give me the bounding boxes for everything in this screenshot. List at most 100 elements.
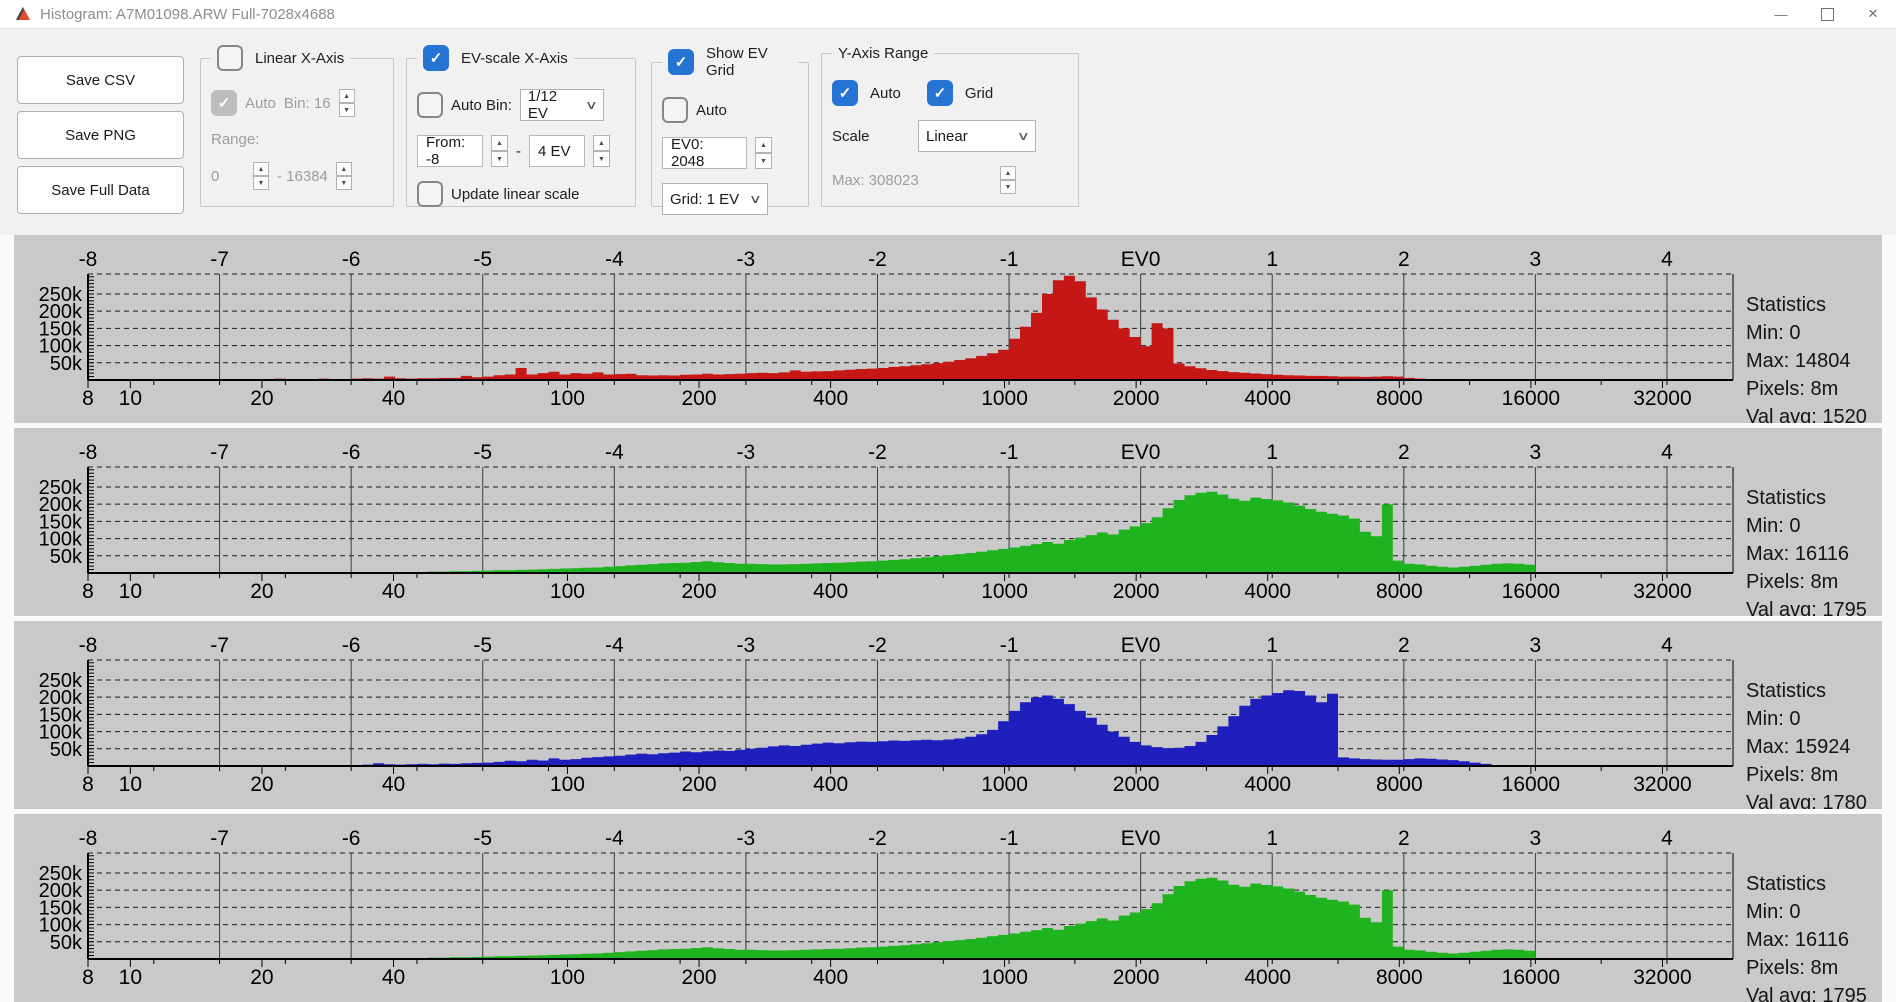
- svg-text:-5: -5: [473, 634, 492, 657]
- stats-val-avg: Val avg: 1795: [1746, 599, 1867, 616]
- svg-text:32000: 32000: [1633, 387, 1691, 410]
- svg-text:16000: 16000: [1502, 773, 1560, 796]
- save-csv-button[interactable]: Save CSV: [17, 56, 184, 104]
- linear-auto-checkbox[interactable]: ✓: [211, 90, 237, 116]
- svg-text:-2: -2: [868, 441, 887, 464]
- svg-text:20: 20: [250, 773, 273, 796]
- svg-text:100: 100: [550, 773, 585, 796]
- svg-text:250k: 250k: [39, 284, 83, 306]
- statistics-block: Statistics Min: 0 Max: 14804 Pixels: 8m …: [1746, 291, 1867, 423]
- spin-down-icon[interactable]: ▼: [338, 103, 355, 117]
- y-auto-checkbox[interactable]: ✓: [832, 80, 858, 106]
- scale-select[interactable]: Linear ∨: [918, 120, 1036, 152]
- spin-up-icon[interactable]: ▲: [335, 162, 352, 176]
- ev-scale-checkbox[interactable]: ✓: [423, 45, 449, 71]
- stats-pixels: Pixels: 8m: [1746, 571, 1839, 593]
- maximize-button[interactable]: [1804, 0, 1850, 28]
- bin-size-value: 1/12 EV: [527, 88, 558, 122]
- spin-up-icon[interactable]: ▲: [755, 137, 772, 153]
- spin-down-icon[interactable]: ▼: [593, 151, 610, 167]
- histogram-panel-blue: 250k 200k 150k 100k 50k -8 -7 -6 -5 -4 -3 -2 -1 EV0 1 2…: [14, 621, 1882, 809]
- ev-to-spinner: ▲ ▼: [593, 135, 610, 167]
- svg-text:8: 8: [82, 580, 94, 603]
- bin-size-select[interactable]: 1/12 EV ∨: [519, 88, 604, 122]
- y-grid-checkbox[interactable]: ✓: [926, 80, 953, 106]
- update-linear-scale-checkbox[interactable]: [417, 181, 443, 207]
- spin-up-icon[interactable]: ▲: [491, 135, 508, 151]
- y-max-value[interactable]: Max: 308023: [832, 171, 919, 189]
- statistics-block: Statistics Min: 0 Max: 16116 Pixels: 8m …: [1746, 484, 1867, 616]
- save-full-data-button[interactable]: Save Full Data: [17, 166, 184, 214]
- svg-text:100: 100: [550, 580, 585, 603]
- svg-text:50k: 50k: [50, 739, 83, 761]
- svg-text:32000: 32000: [1633, 580, 1691, 603]
- stats-title: Statistics: [1746, 294, 1827, 316]
- linear-x-axis-title: Linear X-Axis: [255, 49, 345, 67]
- spin-down-icon[interactable]: ▼: [755, 153, 772, 169]
- svg-text:-6: -6: [342, 827, 361, 850]
- toolbar: Save CSV Save PNG Save Full Data Linear …: [0, 29, 1896, 235]
- ev-from-field[interactable]: From: -8: [417, 134, 483, 168]
- scale-label: Scale: [832, 127, 870, 145]
- save-png-button[interactable]: Save PNG: [17, 111, 184, 159]
- show-ev-grid-checkbox[interactable]: ✓: [668, 49, 694, 75]
- svg-text:-4: -4: [605, 248, 624, 271]
- range-from-value[interactable]: 0: [211, 167, 220, 185]
- spin-up-icon[interactable]: ▲: [338, 89, 355, 103]
- svg-text:40: 40: [382, 966, 405, 989]
- svg-text:8: 8: [82, 387, 94, 410]
- range-to-value[interactable]: - 16384: [277, 167, 328, 185]
- grid-step-select[interactable]: Grid: 1 EV ∨: [662, 183, 768, 215]
- svg-text:-4: -4: [605, 634, 624, 657]
- close-button[interactable]: ✕: [1867, 6, 1879, 21]
- stats-min: Min: 0: [1746, 901, 1801, 923]
- svg-text:50k: 50k: [50, 932, 83, 954]
- spin-up-icon[interactable]: ▲: [593, 135, 610, 151]
- linear-x-axis-checkbox[interactable]: [217, 45, 243, 71]
- app-logo-icon: [16, 7, 30, 20]
- svg-text:3: 3: [1530, 634, 1542, 657]
- svg-text:40: 40: [382, 773, 405, 796]
- svg-text:1000: 1000: [981, 580, 1028, 603]
- svg-text:-7: -7: [210, 441, 229, 464]
- svg-text:8: 8: [82, 966, 94, 989]
- svg-text:-8: -8: [79, 248, 98, 271]
- minimize-button[interactable]: —: [1774, 6, 1788, 22]
- chevron-down-icon: ∨: [749, 192, 763, 206]
- ev-to-field[interactable]: 4 EV: [529, 135, 585, 167]
- svg-text:100k: 100k: [39, 529, 83, 551]
- stats-min: Min: 0: [1746, 708, 1801, 730]
- svg-text:20: 20: [250, 387, 273, 410]
- svg-text:-8: -8: [79, 634, 98, 657]
- spin-down-icon[interactable]: ▼: [253, 176, 269, 190]
- ev-grid-auto-checkbox[interactable]: [662, 97, 688, 123]
- svg-text:3: 3: [1530, 441, 1542, 464]
- svg-text:400: 400: [813, 580, 848, 603]
- svg-text:1000: 1000: [981, 966, 1028, 989]
- range-from-spinner: ▲ ▼: [253, 162, 269, 190]
- svg-text:-6: -6: [342, 441, 361, 464]
- svg-text:32000: 32000: [1633, 773, 1691, 796]
- spin-down-icon[interactable]: ▼: [335, 176, 352, 190]
- range-label: Range:: [211, 131, 260, 148]
- spin-down-icon[interactable]: ▼: [491, 151, 508, 167]
- spin-down-icon[interactable]: ▼: [1000, 180, 1016, 194]
- svg-text:EV0: EV0: [1121, 827, 1161, 850]
- svg-text:-2: -2: [868, 248, 887, 271]
- svg-text:-7: -7: [210, 634, 229, 657]
- auto-bin-checkbox[interactable]: [417, 92, 443, 118]
- spin-up-icon[interactable]: ▲: [1000, 166, 1016, 180]
- ev0-field[interactable]: EV0: 2048: [662, 136, 747, 170]
- spin-up-icon[interactable]: ▲: [253, 162, 269, 176]
- svg-text:2: 2: [1398, 441, 1410, 464]
- svg-text:200k: 200k: [39, 687, 83, 709]
- svg-text:10: 10: [119, 387, 142, 410]
- statistics-block: Statistics Min: 0 Max: 16116 Pixels: 8m …: [1746, 870, 1867, 1002]
- stats-max: Max: 14804: [1746, 350, 1851, 372]
- svg-text:8: 8: [82, 773, 94, 796]
- svg-text:200: 200: [682, 580, 717, 603]
- svg-text:250k: 250k: [39, 863, 83, 885]
- svg-text:8000: 8000: [1376, 966, 1423, 989]
